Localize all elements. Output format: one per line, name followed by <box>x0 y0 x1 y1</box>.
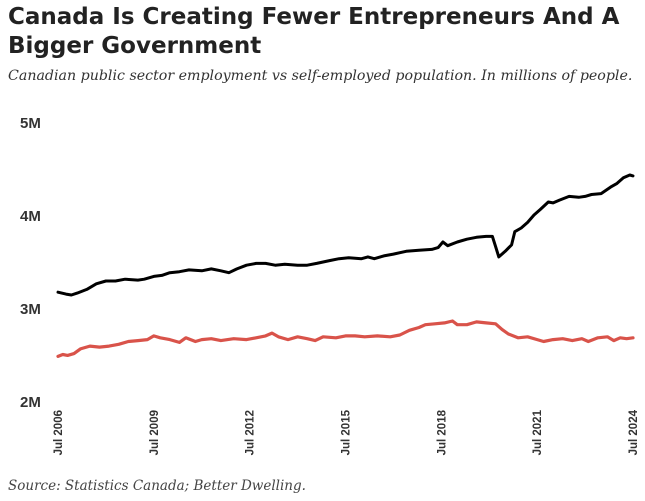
plot-area <box>56 173 635 358</box>
x-tick-label: Jul 2018 <box>436 409 448 455</box>
chart-subtitle: Canadian public sector employment vs sel… <box>8 68 633 84</box>
y-axis: 2M 3M 4M 5M <box>20 115 41 411</box>
x-tick-label: Jul 2009 <box>149 410 161 455</box>
x-tick-label: Jul 2012 <box>245 410 257 455</box>
x-tick-label: Jul 2006 <box>53 410 65 455</box>
y-tick-label: 3M <box>20 301 41 318</box>
y-tick-label: 5M <box>20 115 41 132</box>
y-tick-label: 2M <box>20 394 41 411</box>
chart-source: Source: Statistics Canada; Better Dwelli… <box>8 478 306 494</box>
series-line-public-sector <box>56 173 635 297</box>
x-axis: Jul 2006 Jul 2009 Jul 2012 Jul 2015 Jul 2018… <box>53 409 640 455</box>
x-tick-label: Jul 2021 <box>532 409 544 455</box>
x-tick-label: Jul 2015 <box>341 409 353 455</box>
series-line-self-employed <box>56 319 635 358</box>
chart-title: Canada Is Creating Fewer Entrepreneurs A… <box>8 4 620 59</box>
x-tick-label: Jul 2024 <box>628 409 640 455</box>
line-chart: 2M 3M 4M 5M Jul 2006 Jul 2009 Jul 2012 Jul 201… <box>20 115 640 455</box>
y-tick-label: 4M <box>20 208 41 225</box>
